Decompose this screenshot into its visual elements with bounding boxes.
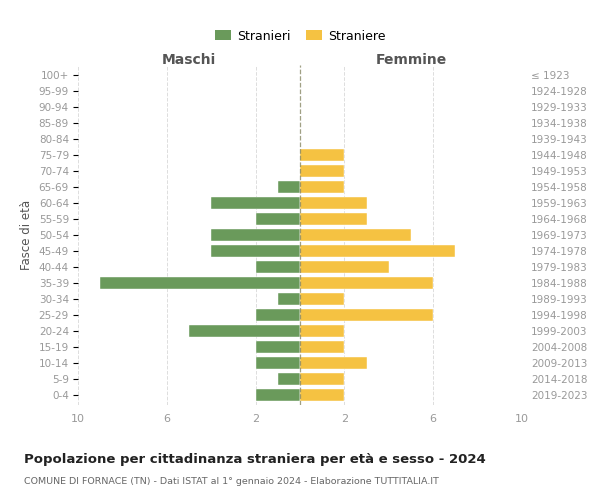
Y-axis label: Fasce di età: Fasce di età [20,200,33,270]
Legend: Stranieri, Straniere: Stranieri, Straniere [212,27,388,45]
Text: Popolazione per cittadinanza straniera per età e sesso - 2024: Popolazione per cittadinanza straniera p… [24,452,486,466]
Bar [189,325,300,337]
Bar [211,245,300,257]
Bar [100,277,300,289]
Bar [300,245,455,257]
Text: COMUNE DI FORNACE (TN) - Dati ISTAT al 1° gennaio 2024 - Elaborazione TUTTITALIA: COMUNE DI FORNACE (TN) - Dati ISTAT al 1… [24,478,439,486]
Bar [300,165,344,177]
Bar [300,293,344,305]
Bar [256,213,300,225]
Bar [300,261,389,273]
Bar [300,341,344,353]
Bar [300,229,411,241]
Bar [300,325,344,337]
Bar [256,261,300,273]
Bar [300,309,433,321]
Bar [278,293,300,305]
Bar [256,341,300,353]
Bar [211,197,300,209]
Bar [300,358,367,370]
Bar [300,390,344,402]
Text: Maschi: Maschi [162,52,216,66]
Text: Femmine: Femmine [376,52,446,66]
Bar [256,390,300,402]
Bar [300,374,344,386]
Bar [256,309,300,321]
Bar [300,149,344,161]
Bar [278,374,300,386]
Bar [211,229,300,241]
Bar [300,277,433,289]
Bar [278,181,300,193]
Bar [300,197,367,209]
Bar [256,358,300,370]
Bar [300,181,344,193]
Bar [300,213,367,225]
